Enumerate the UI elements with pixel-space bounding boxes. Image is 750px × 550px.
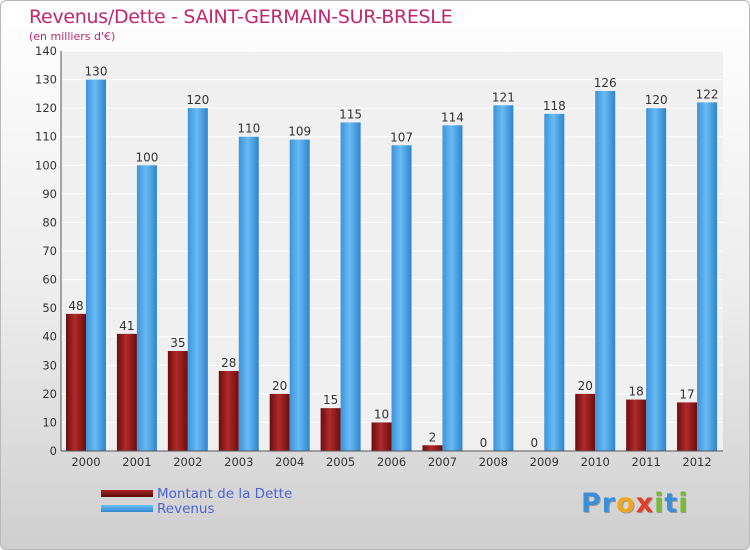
bar-dette — [116, 333, 137, 451]
legend-label-revenus: Revenus — [157, 501, 215, 517]
bar-revenus — [289, 139, 310, 452]
y-tick-label: 140 — [35, 44, 57, 58]
logo-letter: i — [678, 488, 689, 519]
logo-letter: r — [601, 488, 617, 519]
y-tick-label: 60 — [42, 273, 57, 287]
bar-dette — [677, 402, 698, 451]
legend-label-dette: Montant de la Dette — [157, 486, 293, 502]
x-tick-label: 2001 — [122, 455, 151, 469]
bar-revenus — [391, 145, 412, 452]
bar-revenus — [595, 91, 616, 451]
y-tick-label: 10 — [42, 415, 57, 429]
data-label: 114 — [441, 110, 464, 124]
logo-letter: x — [635, 488, 655, 519]
data-label: 100 — [135, 150, 158, 164]
proxiti-logo: Proxiti — [581, 488, 689, 519]
bar-revenus — [442, 125, 463, 452]
data-label: 28 — [221, 356, 236, 370]
bar-dette — [626, 399, 647, 451]
data-label: 109 — [288, 125, 311, 139]
y-tick-label: 20 — [42, 387, 57, 401]
data-label: 35 — [170, 336, 185, 350]
bar-dette — [422, 445, 443, 451]
bar-revenus — [340, 122, 361, 451]
data-label: 120 — [186, 93, 209, 107]
logo-letter: o — [616, 488, 636, 519]
bar-dette — [167, 351, 188, 451]
x-tick-label: 2004 — [275, 455, 304, 469]
bar-dette — [218, 371, 239, 451]
data-label: 48 — [68, 299, 83, 313]
bar-revenus — [238, 136, 259, 451]
data-label: 115 — [339, 107, 362, 121]
y-tick-label: 0 — [50, 444, 57, 458]
logo-letter: t — [664, 488, 679, 519]
y-tick-label: 40 — [42, 330, 57, 344]
y-tick-label: 80 — [42, 215, 57, 229]
legend-swatch-dette — [101, 490, 153, 497]
bar-dette — [66, 313, 86, 451]
x-tick-label: 2009 — [530, 455, 559, 469]
bar-revenus — [544, 113, 565, 451]
data-label: 110 — [237, 122, 260, 136]
x-tick-label: 2006 — [377, 455, 406, 469]
chart-subtitle: (en milliers d'€) — [29, 30, 116, 43]
y-tick-label: 100 — [35, 158, 57, 172]
x-tick-label: 2007 — [428, 455, 457, 469]
data-label: 10 — [374, 407, 389, 421]
x-tick-label: 2012 — [682, 455, 711, 469]
data-label: 120 — [645, 93, 668, 107]
bar-dette — [371, 422, 392, 451]
bar-revenus — [493, 105, 514, 452]
bar-revenus — [646, 108, 667, 452]
x-tick-label: 2008 — [479, 455, 508, 469]
data-label: 107 — [390, 130, 413, 144]
y-tick-label: 110 — [35, 130, 57, 144]
data-label: 17 — [679, 387, 694, 401]
bar-dette — [575, 393, 596, 451]
bar-dette — [269, 393, 290, 451]
chart-title: Revenus/Dette - SAINT-GERMAIN-SUR-BRESLE — [29, 6, 453, 28]
y-tick-label: 50 — [42, 301, 57, 315]
x-tick-label: 2010 — [581, 455, 610, 469]
data-label: 122 — [696, 87, 719, 101]
bar-revenus — [136, 165, 157, 452]
y-tick-label: 70 — [42, 244, 57, 258]
data-label: 20 — [578, 379, 593, 393]
y-tick-label: 130 — [35, 73, 57, 87]
data-label: 20 — [272, 379, 287, 393]
bar-revenus — [86, 79, 106, 452]
logo-letter: P — [581, 488, 602, 519]
y-tick-label: 90 — [42, 187, 57, 201]
data-label: 41 — [119, 319, 134, 333]
data-label: 15 — [323, 393, 338, 407]
legend-swatch-revenus — [101, 505, 153, 512]
logo-letter: i — [654, 488, 665, 519]
data-label: 2 — [429, 430, 437, 444]
bar-dette — [320, 408, 341, 451]
data-label: 0 — [530, 436, 538, 450]
x-tick-label: 2002 — [173, 455, 202, 469]
data-label: 130 — [85, 65, 108, 79]
x-tick-label: 2003 — [224, 455, 253, 469]
data-label: 118 — [543, 99, 566, 113]
data-label: 0 — [480, 436, 488, 450]
y-tick-label: 120 — [35, 101, 57, 115]
x-tick-label: 2011 — [632, 455, 661, 469]
x-tick-label: 2005 — [326, 455, 355, 469]
bar-revenus — [697, 102, 718, 451]
y-tick-label: 30 — [42, 358, 57, 372]
bar-revenus — [187, 108, 208, 452]
data-label: 18 — [629, 385, 644, 399]
data-label: 126 — [594, 76, 617, 90]
data-label: 121 — [492, 90, 515, 104]
x-tick-label: 2000 — [71, 455, 100, 469]
